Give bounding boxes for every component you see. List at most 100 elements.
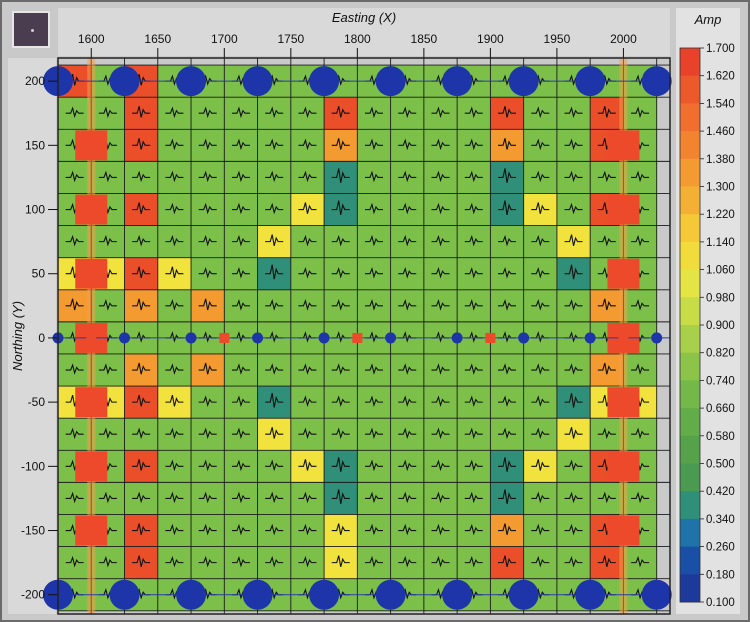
trace-wiggle	[265, 459, 284, 472]
heatmap-cell	[124, 97, 158, 130]
colorbar-tick-label: 0.100	[706, 597, 735, 609]
heatmap-cell	[224, 546, 258, 579]
heatmap-cell	[124, 353, 158, 387]
trace-wiggle	[298, 491, 317, 504]
heatmap-cell	[590, 161, 624, 194]
heatmap-cell	[224, 482, 258, 515]
heatmap-cell	[157, 289, 192, 322]
heatmap-cell	[124, 514, 158, 547]
trace-wiggle	[631, 427, 650, 440]
heatmap-cell	[157, 482, 192, 515]
heatmap-cell	[423, 418, 458, 451]
colorbar-tick-label: 1.540	[706, 98, 735, 110]
heatmap-cell	[556, 97, 591, 130]
heatmap-cell	[457, 353, 491, 387]
source-circle	[109, 66, 140, 97]
heatmap-cell	[157, 193, 192, 226]
receiver-block	[607, 258, 640, 289]
trace-wiggle	[564, 393, 583, 408]
source-circle	[508, 579, 539, 610]
heatmap-cell	[390, 161, 424, 194]
trace-wiggle	[364, 491, 383, 504]
trace-wiggle	[132, 202, 151, 214]
heatmap-cell	[290, 418, 325, 451]
trace-wiggle	[464, 459, 483, 472]
trace-wiggle	[231, 138, 250, 151]
trace-wiggle	[265, 202, 284, 215]
heatmap-cell	[390, 482, 424, 515]
heatmap-cell	[623, 546, 657, 579]
heatmap-cell	[157, 161, 192, 194]
trace-wiggle	[298, 395, 317, 408]
trace-wiggle	[364, 202, 383, 215]
heatmap-cell	[191, 450, 225, 483]
trace-wiggle	[431, 202, 450, 215]
colorbar-swatch	[680, 158, 700, 187]
heatmap-cell	[124, 482, 158, 515]
trace-wiggle	[132, 138, 151, 150]
trace-wiggle	[631, 491, 650, 504]
trace-wiggle	[165, 491, 184, 504]
trace-wiggle	[231, 266, 250, 279]
trace-wiggle	[198, 555, 217, 568]
trace-wiggle	[597, 555, 616, 567]
trace-wiggle	[331, 427, 350, 440]
heatmap-cell	[257, 257, 291, 290]
source-circle	[309, 579, 340, 610]
trace-wiggle	[298, 427, 317, 440]
heatmap-cell	[157, 546, 192, 579]
colorbar-tick-label: 1.060	[706, 265, 735, 277]
heatmap-cell	[623, 353, 657, 387]
heatmap-cell	[157, 257, 192, 290]
trace-wiggle	[364, 138, 383, 151]
receiver-block	[607, 387, 640, 418]
trace-wiggle	[132, 523, 151, 535]
heatmap-cell	[290, 257, 325, 290]
heatmap-cell	[157, 225, 192, 258]
heatmap-cell	[523, 353, 557, 387]
source-circle	[575, 66, 606, 97]
trace-wiggle	[165, 555, 184, 568]
color-swatch-button[interactable]	[12, 11, 50, 48]
trace-wiggle	[597, 170, 616, 183]
trace-wiggle	[398, 459, 417, 472]
heatmap-cell	[324, 161, 358, 194]
source-circle	[641, 579, 672, 610]
trace-wiggle	[298, 170, 317, 183]
heatmap-cell	[224, 514, 258, 547]
trace-wiggle	[265, 555, 284, 568]
heatmap-cell	[257, 482, 291, 515]
trace-wiggle	[431, 555, 450, 568]
trace-wiggle	[65, 555, 84, 568]
colorbar-swatch	[680, 380, 700, 409]
trace-wiggle	[464, 106, 483, 119]
heatmap-cell	[124, 289, 158, 322]
y-tick-label: -200	[21, 588, 45, 602]
trace-wiggle	[65, 491, 84, 504]
trace-wiggle	[498, 363, 517, 375]
source-dot	[651, 332, 663, 344]
heatmap-cell	[58, 482, 92, 515]
heatmap-cell	[191, 482, 225, 515]
trace-wiggle	[132, 555, 151, 567]
heatmap-cell	[457, 97, 491, 130]
source-circle	[176, 66, 207, 97]
source-dot	[451, 332, 463, 344]
heatmap-cell	[590, 225, 624, 258]
heatmap-cell	[556, 257, 591, 290]
heatmap-cell	[91, 353, 125, 387]
heatmap-cell	[157, 129, 192, 162]
heatmap-cell	[523, 450, 557, 483]
source-dot	[185, 332, 197, 344]
trace-wiggle	[98, 234, 117, 247]
trace-wiggle	[531, 523, 550, 536]
heatmap-cell	[457, 386, 491, 419]
heatmap-cell	[224, 129, 258, 162]
trace-wiggle	[431, 459, 450, 472]
heatmap-cell	[58, 353, 92, 387]
colorbar-tick-label: 1.220	[706, 209, 735, 221]
colorbar-swatch	[680, 186, 700, 215]
trace-wiggle	[464, 202, 483, 215]
source-circle	[242, 579, 273, 610]
colorbar-swatch	[680, 546, 700, 575]
